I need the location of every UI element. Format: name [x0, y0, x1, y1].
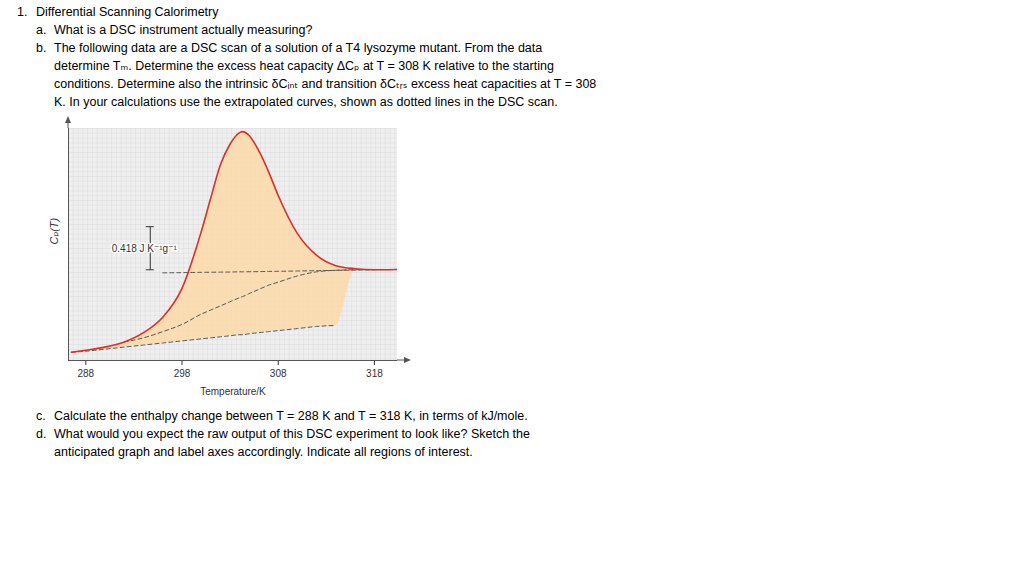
html-text:K. In your calculations use th: K. In your calculations use the extrapol… [54, 95, 558, 109]
svg-text:308: 308 [270, 368, 287, 379]
html-text:d.: d. [36, 427, 47, 441]
html-text:determine Tₘ. Determine the ex: determine Tₘ. Determine the excess heat … [54, 59, 554, 73]
svg-text:288: 288 [77, 368, 94, 379]
svg-text:298: 298 [174, 368, 191, 379]
html-text:a.: a. [36, 23, 47, 37]
html-text:The following data are a DSC s: The following data are a DSC scan of a s… [54, 41, 543, 55]
html-text:c.: c. [36, 409, 46, 423]
html-text:1.: 1. [17, 5, 28, 19]
svg-text:Cₚ(T): Cₚ(T) [48, 217, 60, 244]
html-text:What is a DSC instrument actua: What is a DSC instrument actually measur… [54, 23, 313, 37]
html-text:Differential Scanning Calorime: Differential Scanning Calorimetry [36, 5, 219, 19]
html-text:anticipated graph and label ax: anticipated graph and label axes accordi… [54, 445, 473, 459]
html-text:What would you expect the raw: What would you expect the raw output of … [54, 427, 530, 441]
svg-text:0.418 J K⁻¹g⁻¹: 0.418 J K⁻¹g⁻¹ [112, 243, 178, 254]
svg-text:318: 318 [366, 368, 383, 379]
svg-text:Temperature/K: Temperature/K [200, 386, 266, 397]
html-text:b.: b. [36, 41, 47, 55]
html-text:conditions. Determine also the: conditions. Determine also the intrinsic… [54, 77, 597, 91]
html-text:Calculate the enthalpy change: Calculate the enthalpy change between T … [54, 409, 528, 423]
